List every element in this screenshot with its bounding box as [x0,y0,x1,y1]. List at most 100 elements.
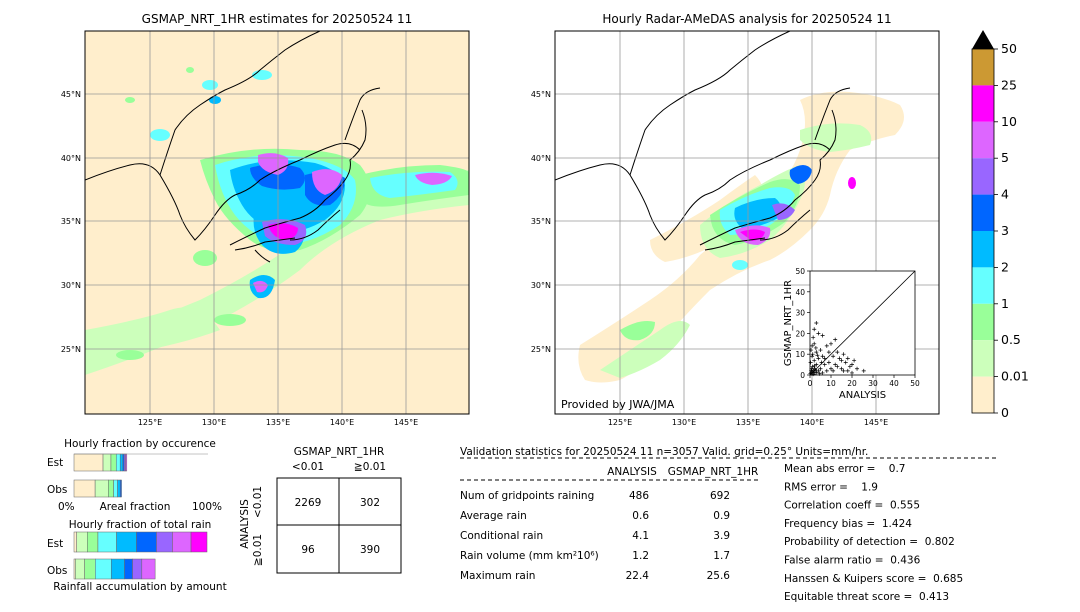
contingency-row-1: ≧0.01 [252,534,264,566]
validation-row-label: Rain volume (mm km²10⁶) [460,550,599,562]
lat-tick-label: 45°N [531,90,551,99]
validation-panel: Validation statistics for 20250524 11 n=… [460,446,996,603]
contingency-row-axis: ANALYSIS [239,499,251,549]
fraction-segment [75,558,85,580]
scatter-point [809,368,814,373]
validation-score: RMS error = 1.9 [784,481,878,493]
validation-row-gsmap: 1.7 [713,550,730,562]
contingency-col-1: ≧0.01 [354,461,386,473]
fraction-segment [136,531,157,553]
validation-row-gsmap: 25.6 [707,570,731,582]
scatter-xlabel: ANALYSIS [839,390,886,401]
fraction-segment [132,558,143,580]
fraction-segment [84,558,96,580]
scatter-point [835,364,840,369]
occurrence-axis-right: 100% [192,501,222,513]
lat-tick-label: 30°N [61,281,81,290]
right-coastlines [555,31,851,251]
fraction-segment [172,531,192,553]
maps-panel: 45°N 40°N 35°N 30°N 25°N 125°E 130°E 135°E 140°E… [61,30,1029,427]
contingency-col-0: <0.01 [292,461,324,473]
scatter-point [812,358,817,363]
scatter-point [839,358,844,363]
colorbar-label: 25 [1001,77,1017,92]
lon-tick-label: 135°E [736,418,760,427]
scatter-xtick: 0 [808,379,813,388]
occurrence-bars [73,453,208,498]
scatter-xtick: 10 [826,379,836,388]
fraction-segment [141,558,156,580]
scatter-point [822,356,827,361]
validation-score: False alarm ratio = 0.436 [784,555,921,567]
scatter-point [818,366,823,371]
fraction-segment [97,531,117,553]
scatter-ytick: 10 [795,350,805,359]
colorbar-segment [972,340,994,377]
scatter-point [831,354,836,359]
scatter-point [809,348,814,353]
scatter-point [810,343,815,348]
validation-row-label: Num of gridpoints raining [460,490,594,502]
colorbar-segment [972,231,994,268]
scatter-point [810,352,815,357]
validation-row-analysis: 4.1 [632,530,649,542]
validation-row-gsmap: 0.9 [713,510,730,522]
colorbar-label: 0 [1001,405,1009,420]
scatter-point [829,341,833,346]
occurrence-title: Hourly fraction by occurence [64,438,216,450]
lon-tick-label: 135°E [266,418,290,427]
scatter-point [841,368,846,373]
colorbar-label: 3 [1001,223,1009,238]
occurrence-row-est: Est [47,457,63,469]
validation-row-label: Average rain [460,510,527,522]
occurrence-axis-left: 0% [58,501,75,513]
left-map [85,31,469,414]
validation-score: Probability of detection = 0.802 [784,536,955,548]
scatter-xtick: 30 [868,379,878,388]
colorbar-label: 0.5 [1001,332,1021,347]
scatter-point [812,366,817,371]
colorbar-label: 5 [1001,150,1009,165]
fraction-segment [119,453,124,472]
scatter-point [811,335,816,340]
contingency-cell-10: 96 [301,544,315,556]
scatter-point [831,368,836,373]
validation-score: Mean abs error = 0.7 [784,463,905,475]
scatter-ytick: 20 [795,329,805,338]
fraction-segment [73,453,104,472]
lon-tick-label: 145°E [864,418,888,427]
scatter-point [835,350,840,355]
colorbar-label: 0.01 [1001,369,1029,384]
validation-row-analysis: 1.2 [632,550,649,562]
scatter-point [824,343,829,348]
provider-label: Provided by JWA/JMA [561,398,675,411]
scatter-point [845,356,850,361]
scatter-point [812,341,817,346]
fraction-segment [102,453,112,472]
scatter-point [812,327,817,332]
scatter-point [833,362,838,367]
colorbar-segment [972,158,994,195]
validation-score: Frequency bias = 1.424 [784,518,912,530]
scatter-point [810,364,815,369]
scatter-xtick: 20 [847,379,857,388]
scatter-point [813,345,818,350]
colorbar-segment [972,49,994,86]
fraction-segment [95,558,112,580]
validation-col-analysis: ANALYSIS [607,466,657,478]
fraction-segment [116,531,137,553]
scatter-point [818,348,823,353]
scatter-point [843,360,848,365]
colorbar-label: 2 [1001,259,1009,274]
validation-row-analysis: 22.4 [626,570,650,582]
validation-row-gsmap: 3.9 [713,530,730,542]
validation-col-gsmap: GSMAP_NRT_1HR [668,466,759,478]
scatter-point [822,362,827,367]
scatter-ylabel: GSMAP_NRT_1HR [783,280,794,366]
scatter-point [820,354,825,359]
scatter-diagonal [809,270,916,376]
lat-tick-label: 40°N [531,154,551,163]
total-footer: Rainfall accumulation by amount [53,581,226,593]
scatter-inset: 0 10 20 30 40 50 0 10 20 30 40 50 ANALYSIS GSMAP_NRT_… [783,267,920,401]
scatter-point [833,337,838,342]
